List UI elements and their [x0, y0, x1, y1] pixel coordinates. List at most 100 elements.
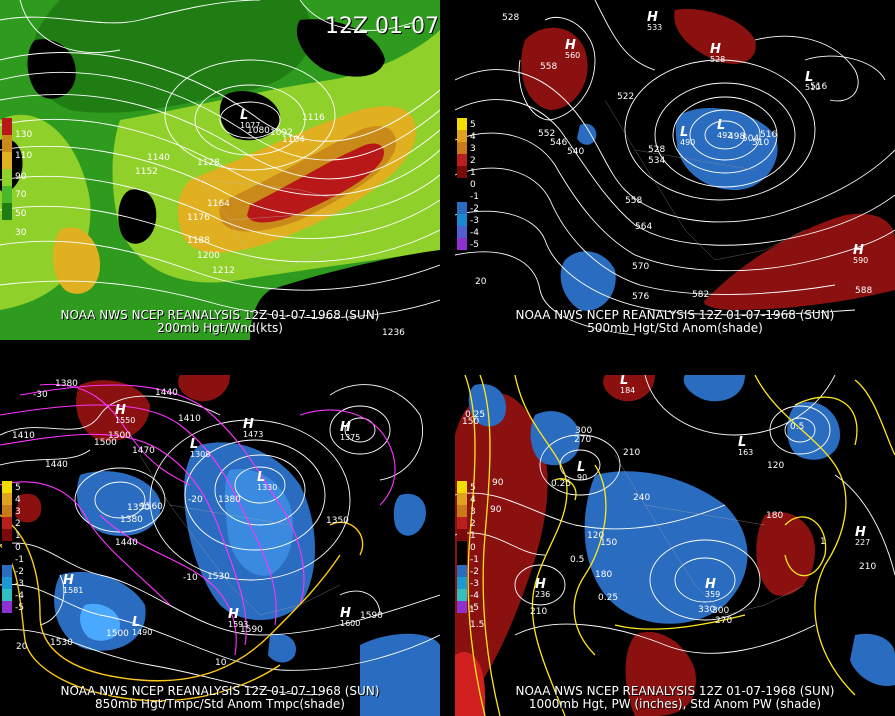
- contour-label: 300: [712, 606, 730, 616]
- high-center: H 1600: [340, 606, 361, 628]
- legend-label: -3: [470, 216, 479, 226]
- contour-label: 1.5: [470, 620, 485, 630]
- legend-label: 4: [15, 495, 21, 505]
- panel-source: NOAA NWS NCEP REANALYSIS 12Z 01-07-1968 …: [60, 308, 380, 322]
- contour-label: 1188: [187, 236, 210, 246]
- contour-label: 1350: [326, 516, 349, 526]
- contour-label: 1164: [207, 199, 230, 209]
- contour-label: 210: [530, 607, 548, 617]
- contour-label: 582: [692, 290, 710, 300]
- contour-label: 576: [632, 292, 650, 302]
- center-value: 236: [535, 590, 551, 599]
- panel-1000mb: 5 4 3 2 1 0 -1 -2 -3 -4 -5 270 150 300 2…: [455, 375, 895, 716]
- contour-label: 330: [698, 605, 716, 615]
- contour-label: 90: [490, 505, 502, 515]
- contour-label: 90: [492, 478, 504, 488]
- legend-label: 2: [470, 519, 476, 529]
- legend-label: 70: [15, 190, 27, 200]
- legend-label: 1: [470, 531, 476, 541]
- center-value: 227: [855, 538, 871, 547]
- contour-label: 1590: [360, 611, 383, 621]
- contour-label: 1104: [282, 135, 305, 145]
- center-value: 1077: [240, 121, 261, 130]
- panel-source: NOAA NWS NCEP REANALYSIS 12Z 01-07-1968 …: [515, 684, 835, 698]
- legend-200mb: 130 110 90 70 50 30: [2, 118, 32, 238]
- legend-label: 1: [470, 168, 476, 178]
- center-value: 490: [680, 138, 696, 147]
- legend-label: 90: [15, 172, 27, 182]
- center-value: 184: [620, 386, 636, 395]
- center-value: 163: [738, 448, 754, 457]
- center-value: 1581: [63, 586, 84, 595]
- contour-label: 20: [16, 642, 28, 652]
- high-center: H 1581: [63, 573, 84, 595]
- contour-label: 552: [538, 129, 556, 139]
- contour-label: 1560: [140, 502, 163, 512]
- center-value: 492: [717, 131, 733, 140]
- center-value: 533: [647, 23, 663, 32]
- contour-label: 1092: [270, 128, 293, 138]
- legend-500mb: 5 4 3 2 1 0 -1 -2 -3 -4 -5: [457, 118, 479, 250]
- contour-label: 0.5: [790, 422, 805, 432]
- legend-label: 2: [470, 156, 476, 166]
- contour-label: 180: [595, 570, 613, 580]
- panel-500mb: 5 4 3 2 1 0 -1 -2 -3 -4 -5 528 558 522 5…: [455, 0, 895, 340]
- legend-label: 130: [15, 130, 33, 140]
- legend-label: 0: [470, 543, 476, 553]
- map-850mb-field: [0, 375, 440, 716]
- legend-label: -4: [470, 591, 479, 601]
- legend-label: 50: [15, 209, 27, 219]
- high-center: H 236: [535, 577, 551, 599]
- legend-label: 5: [470, 120, 476, 130]
- contour-label: 528: [502, 13, 520, 23]
- contour-label: 20: [475, 277, 487, 287]
- high-center: H 227: [855, 525, 871, 547]
- contour-label: 270: [715, 616, 733, 626]
- contour-label: 120: [767, 461, 785, 471]
- legend-label: 4: [470, 495, 476, 505]
- contour-label: 1116: [302, 113, 325, 123]
- center-value: 359: [705, 590, 721, 599]
- contour-label: 270: [770, 375, 787, 376]
- contour-label: 1440: [115, 538, 138, 548]
- center-value: 510: [805, 83, 821, 92]
- center-value: 1330: [257, 483, 278, 492]
- contour-label: 0.25: [598, 593, 619, 603]
- legend-label: 0: [470, 180, 476, 190]
- legend-label: 30: [15, 228, 27, 238]
- contour-label: 120: [587, 531, 605, 541]
- high-center: H 1375: [340, 420, 361, 442]
- contour-label: 540: [567, 147, 585, 157]
- contour-label: 1530: [50, 638, 73, 648]
- center-value: 528: [710, 55, 726, 64]
- contour-label: 1176: [187, 213, 210, 223]
- high-center: H 533: [647, 10, 663, 32]
- contour-label: 240: [633, 493, 651, 503]
- high-center: H 1473: [243, 417, 264, 439]
- high-center: H 359: [705, 577, 721, 599]
- low-center: L 1330: [257, 470, 278, 492]
- contour-label: 1200: [197, 251, 220, 261]
- legend-label: 5: [470, 483, 476, 493]
- legend-label: 5: [15, 483, 21, 493]
- legend-label: -2: [470, 204, 479, 214]
- legend-label: -5: [15, 603, 24, 613]
- legend-label: -2: [15, 567, 24, 577]
- map-500mb-field: [455, 0, 895, 340]
- contour-label: 1380: [55, 379, 78, 389]
- center-value: 1550: [115, 416, 136, 425]
- contour-label: 1128: [197, 158, 220, 168]
- high-center: H 560: [565, 38, 581, 60]
- contour-label: 210: [859, 562, 877, 572]
- contour-label: 270: [574, 435, 592, 445]
- center-value: 1600: [340, 619, 361, 628]
- low-center: L 510: [805, 70, 821, 92]
- contour-label: 528: [648, 145, 666, 155]
- legend-label: -5: [470, 603, 479, 613]
- legend-label: -1: [470, 555, 479, 565]
- contour-label: 1380: [218, 495, 241, 505]
- contour-label: 516: [760, 130, 778, 140]
- low-center: L 1077: [240, 108, 261, 130]
- contour-label: 1530: [207, 572, 230, 582]
